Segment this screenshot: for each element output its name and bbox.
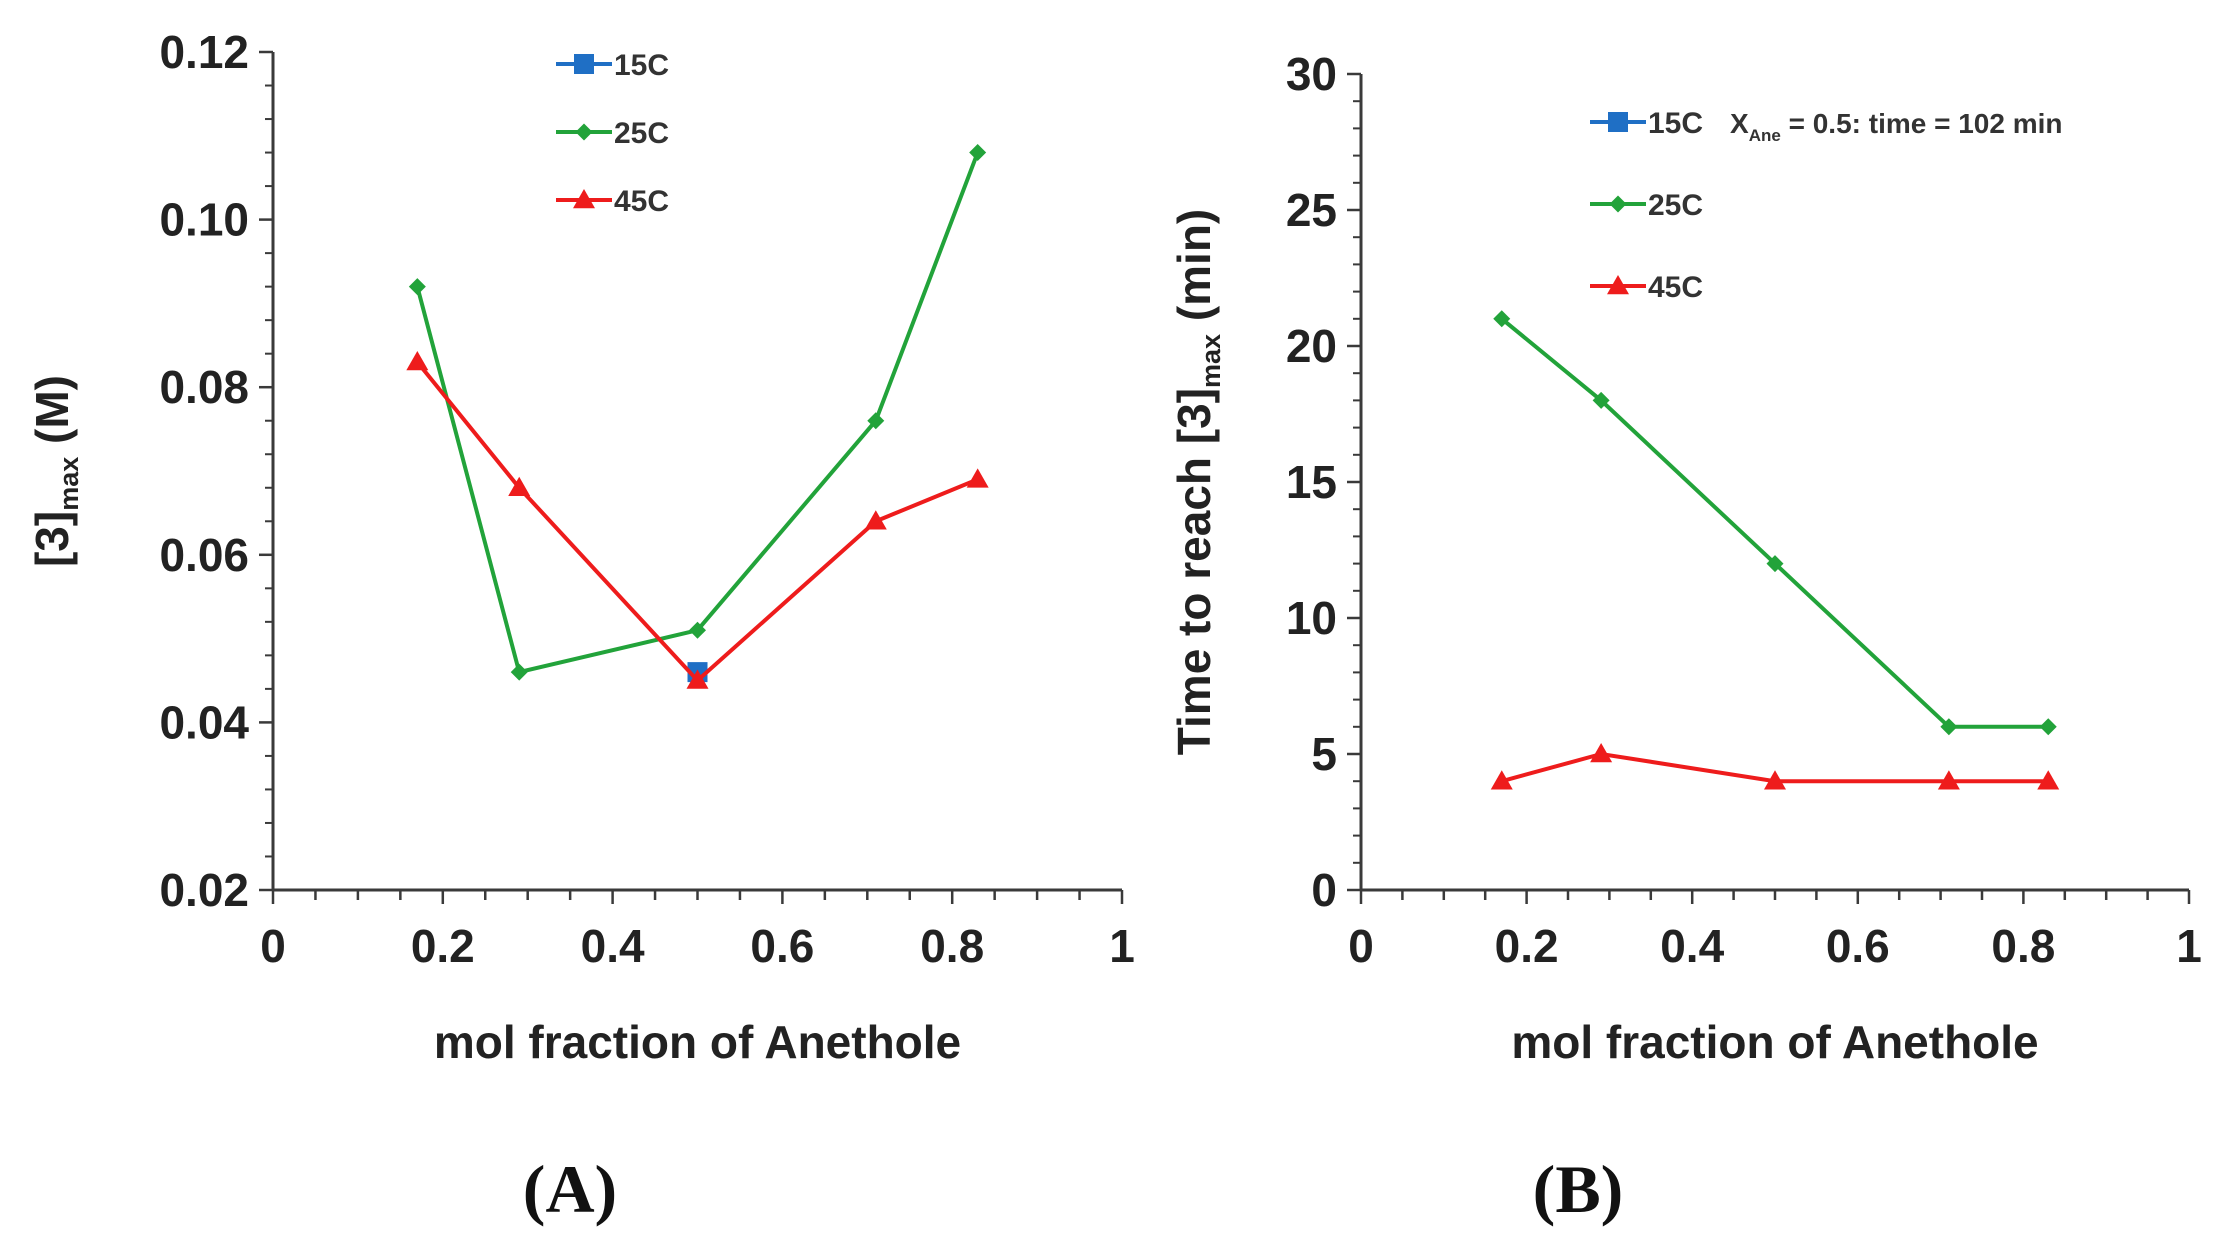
a-y-axis-label: [3]max (M)	[26, 375, 84, 567]
a-point-45c	[864, 510, 887, 530]
a-x-tick-label: 0	[260, 920, 286, 972]
b-point-25c	[1766, 555, 1784, 573]
a-y-tick-label: 0.02	[159, 864, 249, 916]
b-point-25c	[1493, 310, 1511, 328]
b-y-tick-label: 10	[1286, 592, 1337, 644]
a-point-25c	[689, 621, 706, 639]
a-point-45c	[686, 669, 709, 689]
a-series-25c-line	[415, 151, 980, 675]
b-point-25c	[2039, 718, 2057, 736]
b-y-tick-label: 15	[1286, 456, 1337, 508]
b-x-tick-label: 0.4	[1660, 920, 1724, 972]
a-legend-label-25c: 25C	[614, 117, 669, 150]
b-legend-note-prefix: X	[1730, 108, 1749, 139]
b-y-label-sub: max	[1196, 334, 1226, 388]
b-legend-marker-15c	[1608, 112, 1628, 132]
b-legend-label-25c: 25C	[1648, 189, 1703, 222]
b-legend-label-45c: 45C	[1648, 271, 1703, 304]
b-x-tick-label: 1	[2176, 920, 2202, 972]
a-point-25c	[408, 278, 426, 296]
a-y-label-main: [3]	[26, 511, 78, 567]
b-series-25c-line	[1500, 317, 2049, 729]
a-x-tick-label: 1	[1109, 920, 1135, 972]
b-panel-label: (B)	[1533, 1151, 1624, 1227]
b-point-25c	[1940, 718, 1958, 736]
a-y-label-sub: max	[54, 457, 84, 511]
a-legend-label-45c: 45C	[614, 185, 669, 218]
chart-panel-a: 0 0.2 0.4 0.6 0.8 1 0.02 0.04 0.06 0.08 0.10 0.12 mo…	[26, 26, 1135, 1227]
a-y-tick-label: 0.06	[159, 529, 249, 581]
b-x-tick-label: 0.2	[1495, 920, 1559, 972]
a-y-axis-title: [3]max (M)	[26, 375, 84, 567]
a-point-45c	[508, 476, 531, 497]
b-y-label-main: Time to reach [3]	[1168, 388, 1220, 755]
b-legend-marker-25c	[1609, 195, 1627, 213]
a-legend-marker-15c	[574, 54, 594, 74]
a-y-tick-label: 0.08	[159, 361, 249, 413]
b-legend-note: XAne = 0.5: time = 102 min	[1730, 108, 2063, 145]
b-y-tick-label: 20	[1286, 320, 1337, 372]
b-y-tick-label: 0	[1311, 864, 1337, 916]
b-y-axis-label: Time to reach [3]max (min)	[1168, 209, 1226, 756]
a-x-tick-label: 0.6	[750, 920, 814, 972]
a-y-tick-label: 0.04	[159, 696, 249, 748]
b-x-axis-label: mol fraction of Anethole	[1511, 1016, 2038, 1068]
b-y-tick-label: 25	[1286, 184, 1337, 236]
b-point-25c	[1592, 391, 1610, 409]
b-y-axis-title: Time to reach [3]max (min)	[1168, 209, 1226, 756]
a-point-25c	[510, 663, 528, 681]
a-x-tick-label: 0.4	[581, 920, 645, 972]
a-point-25c	[867, 412, 885, 430]
a-point-25c	[969, 144, 987, 162]
b-legend-label-15c: 15C	[1648, 107, 1703, 140]
b-x-tick-label: 0.8	[1991, 920, 2055, 972]
a-point-45c	[966, 468, 989, 488]
b-legend-note-sub: Ane	[1749, 126, 1781, 145]
a-legend-marker-45c	[573, 189, 595, 209]
b-x-tick-label: 0	[1348, 920, 1374, 972]
a-legend-marker-25c	[575, 123, 593, 141]
b-point-45c	[1590, 743, 1613, 763]
b-y-tick-label: 5	[1311, 728, 1337, 780]
b-point-45c	[1937, 770, 1960, 790]
a-y-tick-label: 0.10	[159, 194, 249, 246]
a-panel-label: (A)	[523, 1151, 617, 1227]
a-y-label-unit: (M)	[26, 375, 78, 457]
b-y-tick-label: 30	[1286, 48, 1337, 100]
a-legend-label-15c: 15C	[614, 49, 669, 82]
b-x-tick-label: 0.6	[1826, 920, 1890, 972]
b-legend-note-text: = 0.5: time = 102 min	[1781, 108, 2063, 139]
a-x-tick-label: 0.8	[920, 920, 984, 972]
a-point-45c	[406, 351, 429, 371]
b-point-45c	[1764, 770, 1786, 790]
b-point-45c	[1490, 770, 1513, 790]
b-point-45c	[2037, 770, 2060, 790]
a-x-tick-label: 0.2	[411, 920, 475, 972]
b-y-label-unit: (min)	[1168, 209, 1220, 334]
a-y-tick-label: 0.12	[159, 26, 249, 78]
a-x-axis-label: mol fraction of Anethole	[434, 1016, 961, 1068]
b-legend-marker-45c	[1607, 275, 1629, 295]
